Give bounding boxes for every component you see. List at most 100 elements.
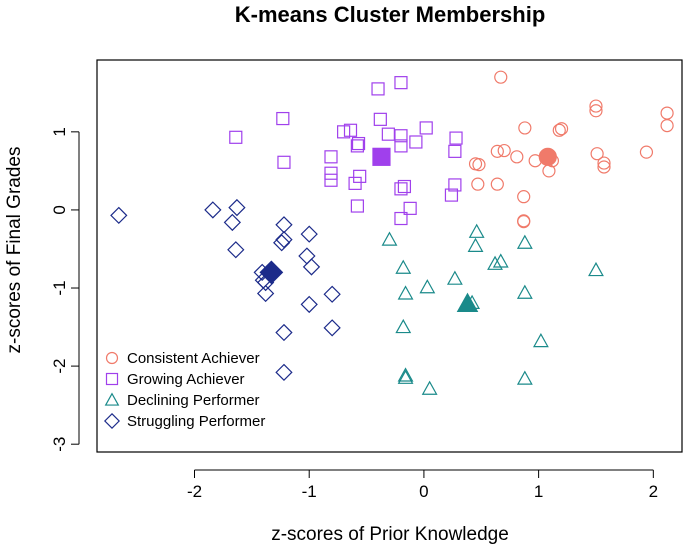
data-point-triangle [397, 285, 414, 300]
data-point-square [324, 166, 338, 180]
data-point-triangle [446, 270, 463, 285]
data-point-circle [472, 158, 486, 172]
data-point-square [276, 111, 290, 126]
legend-label: Consistent Achiever [127, 350, 260, 367]
data-point-circle [490, 177, 504, 191]
y-tick-label: -1 [50, 280, 69, 295]
chart-title: K-means Cluster Membership [235, 2, 546, 27]
data-point-square [394, 211, 408, 226]
data-point-square [394, 139, 408, 153]
centroid-circle [538, 147, 557, 166]
data-point-square [419, 121, 433, 135]
plot-frame [96, 59, 683, 453]
data-point-square [337, 125, 351, 139]
data-point-triangle [397, 367, 414, 382]
data-point-square [229, 130, 243, 144]
data-point-triangle [516, 370, 533, 385]
data-point-diamond [323, 285, 341, 303]
data-point-diamond [302, 258, 321, 276]
data-point-circle [552, 123, 566, 137]
data-point-diamond [275, 323, 293, 342]
legend-marker-diamond [104, 413, 120, 429]
data-point-square [403, 201, 417, 215]
data-point-diamond [300, 295, 318, 314]
data-point-square [409, 135, 423, 149]
y-tick-label: 0 [50, 205, 69, 214]
y-tick-label: -3 [50, 437, 69, 452]
data-point-triangle [397, 369, 414, 384]
data-point-triangle [419, 279, 436, 294]
data-point-square [448, 144, 462, 158]
data-point-triangle [421, 380, 438, 395]
centroid-diamond [259, 260, 284, 285]
data-point-diamond [227, 241, 245, 259]
cluster-centroids [259, 147, 557, 313]
legend: Consistent Achiever Growing Achiever Decli… [104, 350, 265, 430]
data-point-circle [590, 147, 604, 161]
data-point-circle [497, 143, 511, 158]
data-point-square [444, 188, 459, 202]
data-point-square [394, 182, 408, 196]
legend-marker-circle [105, 351, 119, 365]
data-point-square [394, 76, 408, 90]
legend-marker-triangle [104, 392, 120, 406]
data-point-triangle [532, 332, 549, 348]
data-point-square [448, 178, 462, 192]
data-point-circle [589, 99, 603, 113]
legend-label: Growing Achiever [127, 371, 245, 388]
data-point-square [351, 136, 366, 151]
legend-item: Struggling Performer [104, 413, 265, 430]
data-point-circle [554, 122, 569, 136]
data-point-triangle [395, 318, 412, 334]
data-point-circle [639, 145, 654, 159]
data-point-square [324, 173, 338, 187]
y-axis: -3 -2 -1 0 1 [50, 127, 80, 452]
data-point-square [394, 129, 408, 143]
x-axis-label: z-scores of Prior Knowledge [271, 524, 509, 545]
x-tick-label: 2 [649, 482, 658, 501]
data-point-diamond [273, 234, 291, 252]
centroid-square [372, 147, 391, 166]
data-point-triangle [516, 234, 533, 249]
x-tick-label: 1 [534, 482, 543, 501]
data-point-triangle [492, 253, 509, 268]
y-axis-label: z-scores of Final Grades [4, 147, 25, 354]
data-point-triangle [516, 284, 533, 299]
data-point-circle [517, 190, 531, 204]
data-point-diamond [298, 247, 316, 265]
data-point-diamond [110, 206, 128, 225]
data-point-diamond [275, 363, 293, 381]
data-point-circle [660, 106, 674, 120]
legend-item: Consistent Achiever [105, 350, 260, 367]
data-point-circle [490, 144, 504, 158]
data-point-square [449, 131, 463, 145]
data-point-triangle [467, 237, 484, 252]
data-point-diamond [300, 225, 318, 243]
data-point-triangle [588, 261, 604, 277]
y-tick-label: 1 [50, 127, 69, 136]
data-point-square [353, 169, 367, 183]
data-point-diamond [204, 201, 222, 219]
data-point-diamond [228, 198, 246, 217]
data-point-diamond [275, 230, 293, 249]
y-tick-label: -2 [50, 359, 69, 374]
legend-item: Declining Performer [104, 392, 260, 409]
data-point-diamond [275, 216, 293, 234]
x-tick-label: 0 [419, 482, 428, 501]
data-point-square [348, 176, 362, 190]
data-point-square [397, 179, 412, 194]
centroid-triangle [456, 292, 479, 313]
legend-label: Struggling Performer [127, 413, 265, 430]
data-point-square [350, 139, 364, 153]
data-point-square [373, 112, 387, 126]
data-point-circle [510, 150, 524, 164]
data-point-diamond [223, 213, 242, 232]
data-point-square [350, 199, 364, 213]
data-point-triangle [468, 223, 485, 238]
data-point-circle [660, 118, 674, 133]
data-point-circle [589, 104, 603, 118]
data-point-circle [518, 121, 532, 135]
data-point-circle [517, 215, 531, 229]
legend-label: Declining Performer [127, 392, 260, 409]
